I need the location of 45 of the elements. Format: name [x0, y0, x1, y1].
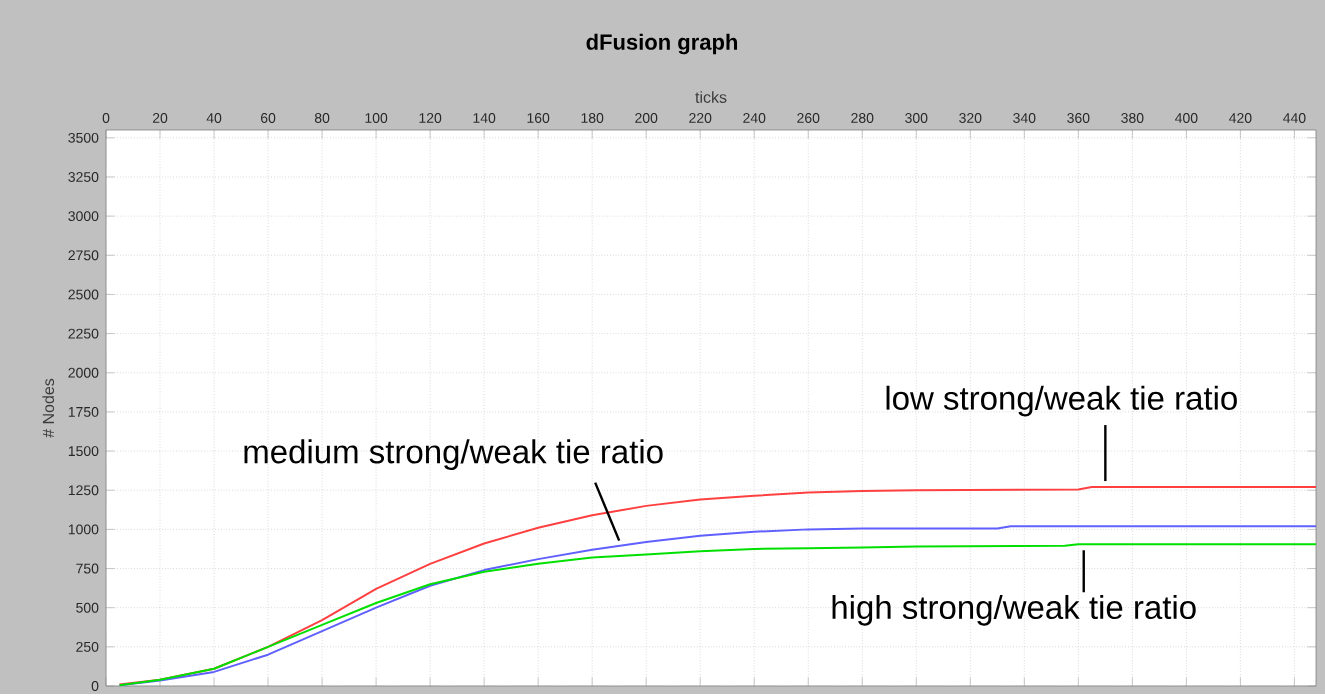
x-tick-label: 180 [581, 113, 604, 124]
x-tick-label: 40 [206, 113, 222, 124]
x-tick-label: 260 [797, 113, 820, 124]
x-tick-label: 380 [1121, 113, 1144, 124]
x-tick-label: 420 [1229, 113, 1252, 124]
y-tick-label: 1000 [68, 524, 99, 535]
y-tick-label: 1250 [68, 485, 99, 496]
x-axis-title: ticks [695, 91, 727, 104]
x-tick-label: 160 [527, 113, 550, 124]
x-tick-label: 220 [689, 113, 712, 124]
y-tick-label: 500 [76, 602, 99, 613]
y-axis-title: # Nodes [42, 378, 55, 438]
y-tick-label: 3250 [68, 172, 99, 183]
annotation: high strong/weak tie ratio [832, 595, 1196, 626]
annotation: medium strong/weak tie ratio [244, 439, 663, 471]
y-tick-label: 1750 [68, 407, 99, 418]
y-tick-label: 0 [91, 681, 99, 692]
y-tick-label: 750 [76, 563, 99, 574]
y-tick-label: 1500 [68, 446, 99, 457]
y-tick-label: 2000 [68, 368, 99, 378]
x-tick-label: 120 [419, 113, 442, 124]
x-tick-label: 20 [152, 113, 168, 124]
line-series [118, 486, 1318, 686]
x-tick-label: 360 [1067, 113, 1090, 124]
x-tick-label: 240 [743, 113, 766, 124]
x-tick-label: 60 [261, 113, 276, 124]
x-tick-label: 400 [1175, 113, 1198, 124]
y-tick-label: 250 [76, 642, 99, 652]
x-tick-label: 300 [905, 113, 928, 124]
x-tick-label: 340 [1013, 113, 1036, 124]
x-tick-label: 140 [473, 113, 496, 124]
x-tick-label: 200 [635, 113, 658, 124]
x-tick-label: 100 [365, 113, 388, 124]
x-tick-label: 280 [851, 113, 874, 124]
y-tick-label: 2750 [68, 250, 99, 261]
y-tick-label: 2500 [68, 289, 99, 300]
x-tick-label: 80 [314, 113, 330, 124]
y-tick-label: 3500 [68, 133, 99, 143]
y-tick-label: 3000 [68, 211, 99, 222]
x-tick-label: 320 [959, 113, 982, 124]
x-tick-label: 440 [1283, 113, 1306, 124]
x-tick-label: 0 [102, 113, 110, 124]
annotation: low strong/weak tie ratio [886, 385, 1237, 417]
chart-title: dFusion graph [586, 33, 738, 55]
y-tick-label: 2250 [68, 328, 99, 339]
